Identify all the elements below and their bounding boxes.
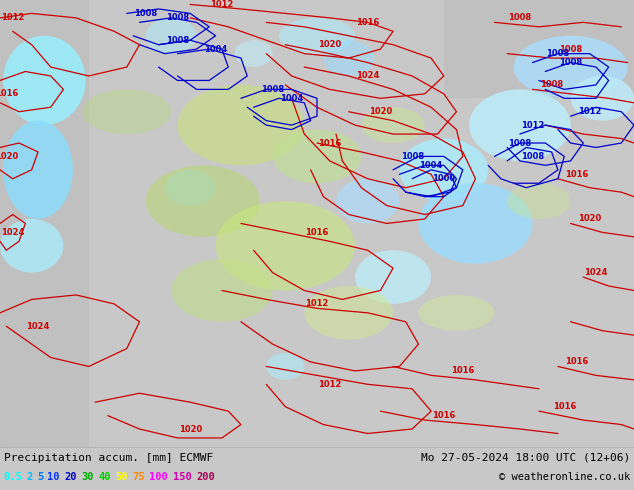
Text: 1024: 1024	[356, 72, 379, 80]
Text: 1016: 1016	[306, 228, 328, 237]
Ellipse shape	[361, 107, 425, 143]
Ellipse shape	[418, 295, 495, 331]
Text: 1016: 1016	[0, 89, 18, 98]
Text: 1008: 1008	[508, 139, 531, 147]
Text: 1008: 1008	[540, 80, 563, 89]
Text: 30: 30	[82, 472, 94, 482]
Ellipse shape	[178, 85, 304, 165]
Text: Precipitation accum. [mm] ECMWF: Precipitation accum. [mm] ECMWF	[4, 453, 213, 463]
Text: 1008: 1008	[166, 36, 189, 45]
Text: 1000: 1000	[432, 174, 455, 183]
Text: 50: 50	[115, 472, 128, 482]
Ellipse shape	[165, 170, 216, 206]
Text: 0.5: 0.5	[3, 472, 22, 482]
Text: 1004: 1004	[420, 161, 443, 170]
Text: 1020: 1020	[578, 215, 601, 223]
Ellipse shape	[266, 353, 304, 380]
Text: 1008: 1008	[559, 45, 582, 54]
Text: 1012: 1012	[318, 380, 341, 389]
FancyBboxPatch shape	[0, 0, 89, 447]
Ellipse shape	[507, 183, 571, 219]
Text: 1016: 1016	[553, 402, 576, 411]
Ellipse shape	[273, 129, 361, 183]
Text: 1016: 1016	[432, 411, 455, 420]
Ellipse shape	[171, 259, 273, 322]
Text: 1004: 1004	[204, 45, 227, 54]
Text: 1008: 1008	[508, 13, 531, 23]
Text: 1012: 1012	[210, 0, 233, 9]
Text: 1020: 1020	[318, 40, 341, 49]
Ellipse shape	[399, 139, 488, 201]
Text: 150: 150	[173, 472, 191, 482]
Ellipse shape	[279, 18, 355, 53]
Ellipse shape	[304, 286, 393, 340]
Text: 1024: 1024	[1, 228, 24, 237]
Text: 5: 5	[37, 472, 43, 482]
Text: 200: 200	[197, 472, 216, 482]
Ellipse shape	[3, 121, 73, 219]
Ellipse shape	[571, 76, 634, 121]
Text: 2: 2	[27, 472, 33, 482]
Text: 1016: 1016	[318, 139, 341, 147]
Text: 40: 40	[98, 472, 111, 482]
Text: 1008: 1008	[134, 9, 157, 18]
Text: 1016: 1016	[451, 367, 474, 375]
Text: 75: 75	[133, 472, 145, 482]
Ellipse shape	[82, 89, 171, 134]
Ellipse shape	[336, 179, 399, 223]
Text: 1012: 1012	[1, 13, 24, 23]
Text: 1020: 1020	[0, 152, 18, 161]
Ellipse shape	[235, 40, 273, 67]
Ellipse shape	[216, 201, 355, 291]
Text: 1024: 1024	[585, 268, 607, 277]
Text: 1020: 1020	[369, 107, 392, 116]
Text: 1016: 1016	[566, 358, 588, 367]
Text: 1024: 1024	[27, 322, 49, 331]
Text: 100: 100	[150, 472, 168, 482]
Text: © weatheronline.co.uk: © weatheronline.co.uk	[499, 472, 630, 482]
Ellipse shape	[514, 36, 628, 98]
Ellipse shape	[3, 36, 86, 125]
Ellipse shape	[0, 219, 63, 272]
Text: 1012: 1012	[578, 107, 601, 116]
Ellipse shape	[146, 18, 197, 53]
Text: 10: 10	[48, 472, 60, 482]
Ellipse shape	[355, 250, 431, 304]
Ellipse shape	[323, 40, 374, 76]
Text: Mo 27-05-2024 18:00 UTC (12+06): Mo 27-05-2024 18:00 UTC (12+06)	[421, 453, 630, 463]
Text: 1016: 1016	[356, 18, 379, 27]
Text: 1008: 1008	[401, 152, 424, 161]
Ellipse shape	[146, 165, 260, 237]
Text: 1008: 1008	[559, 58, 582, 67]
Ellipse shape	[469, 89, 571, 161]
Text: 1008: 1008	[547, 49, 569, 58]
Text: 1012: 1012	[306, 299, 328, 308]
Text: 1020: 1020	[179, 424, 202, 434]
Text: 1004: 1004	[280, 94, 303, 103]
Text: 1008: 1008	[166, 13, 189, 23]
Ellipse shape	[418, 183, 533, 264]
Text: 1008: 1008	[261, 85, 284, 94]
Text: 1016: 1016	[566, 170, 588, 179]
Text: 20: 20	[65, 472, 77, 482]
Text: 1012: 1012	[521, 121, 544, 130]
Text: 1008: 1008	[521, 152, 544, 161]
FancyBboxPatch shape	[444, 0, 634, 98]
